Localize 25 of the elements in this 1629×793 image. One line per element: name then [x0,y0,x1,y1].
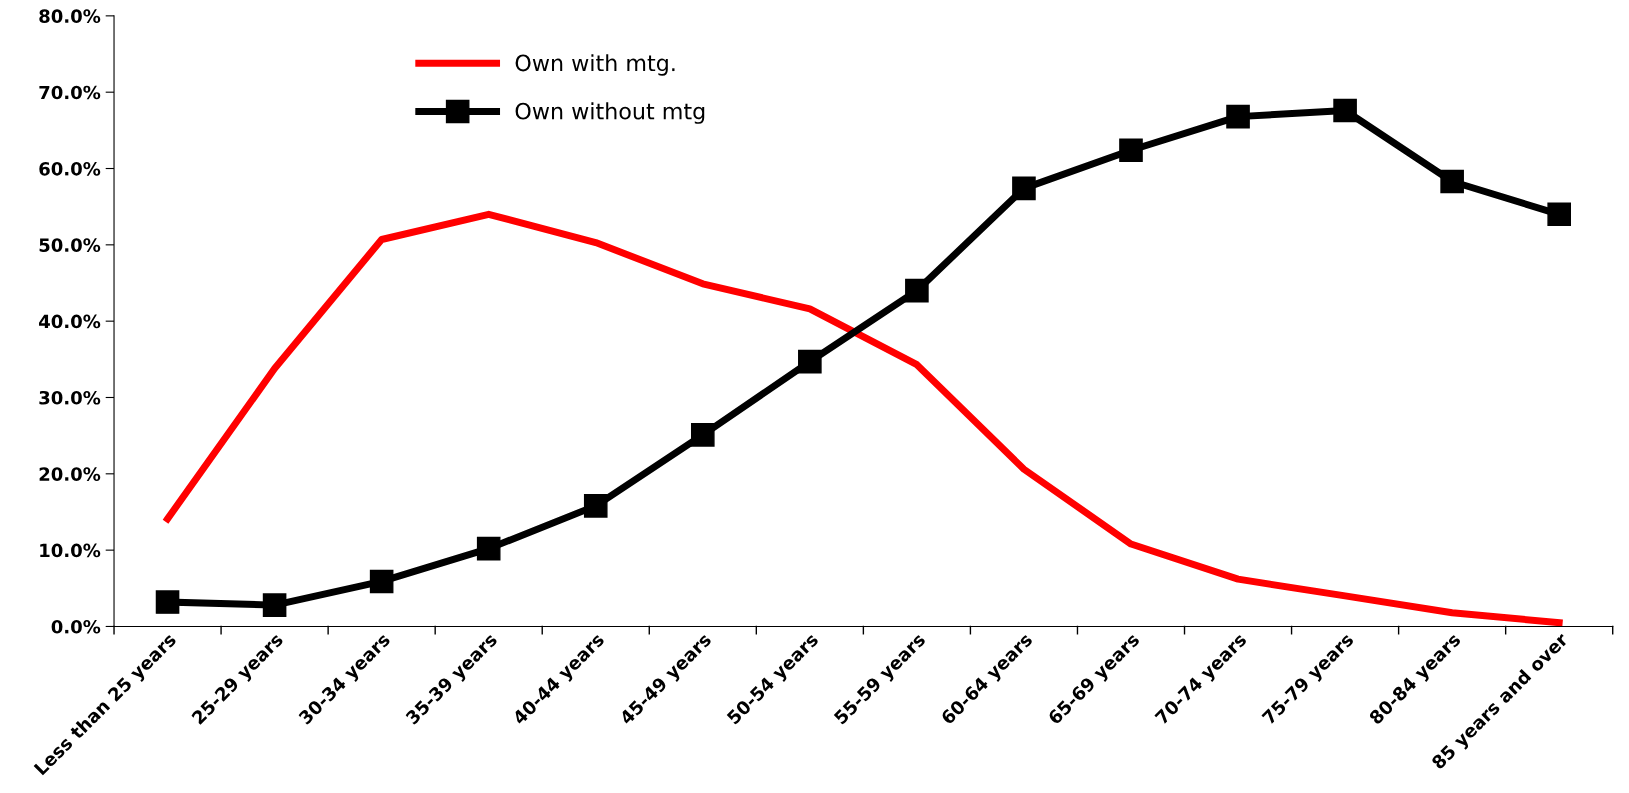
point [262,593,287,617]
point [905,278,929,303]
point [1547,202,1571,227]
y-tick-label: 80.0% [39,9,101,23]
point [369,569,394,594]
point [1226,104,1250,129]
point [1119,138,1143,163]
point [155,590,180,614]
point [476,536,501,561]
legend-label: Own without mtg [515,102,705,124]
y-tick-label: 30.0% [39,390,101,405]
y-tick-label: 60.0% [39,161,101,176]
point [1012,176,1036,201]
legend-label: Own with mtg. [515,54,675,76]
point [1333,98,1357,123]
y-tick-label: 0.0% [51,619,101,634]
y-tick-label: 70.0% [39,85,101,100]
y-tick-label: 20.0% [39,467,101,481]
y-tick-label: 10.0% [40,543,101,558]
point [798,349,822,374]
point [690,423,715,447]
y-tick-label: 40.0% [39,314,101,329]
point [583,494,608,518]
y-tick-label: 50.0% [39,238,101,252]
point [1440,169,1464,194]
